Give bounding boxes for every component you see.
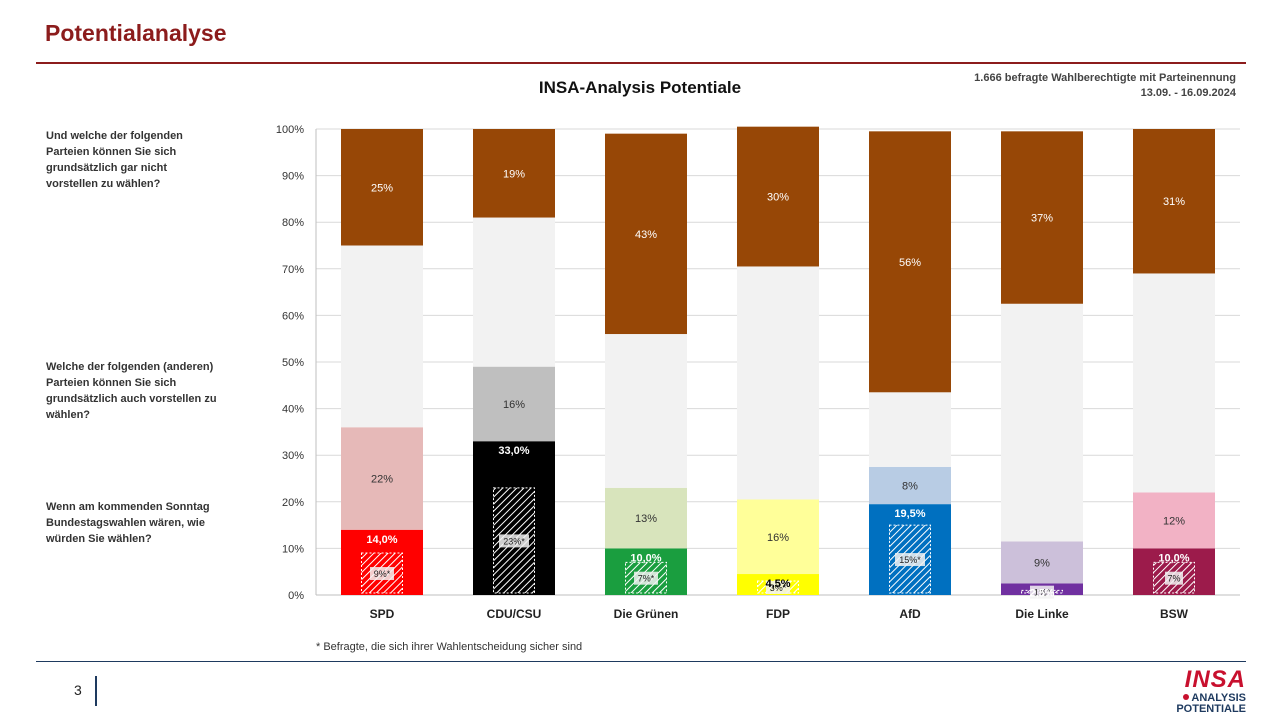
y-tick-label: 80%	[282, 217, 304, 229]
logo-dot-icon	[1183, 694, 1190, 700]
never-label: 31%	[1163, 196, 1185, 208]
potential-label: 9%	[1034, 557, 1050, 569]
x-tick-label: CDU/CSU	[487, 607, 542, 621]
logo-subtitle: ANALYSIS POTENTIALE	[1176, 692, 1246, 715]
bar-undecided	[1133, 273, 1215, 493]
y-tick-label: 10%	[282, 543, 304, 555]
potential-label: 16%	[503, 399, 525, 411]
sure-label-bg	[895, 553, 925, 567]
sure-voter-label: 23%*	[503, 536, 525, 546]
x-tick-label: SPD	[370, 607, 395, 621]
vote-label: 10,0%	[630, 552, 661, 564]
never-label: 56%	[899, 257, 921, 269]
bar-never	[737, 126, 819, 267]
footnote: * Befragte, die sich ihrer Wahlentscheid…	[316, 641, 583, 653]
survey-meta: 1.666 befragte Wahlberechtigte mit Parte…	[974, 71, 1236, 101]
potential-label: 12%	[1163, 515, 1185, 527]
y-tick-label: 50%	[282, 357, 304, 369]
vote-label: 2,5%	[1029, 587, 1054, 599]
chart-title: INSA-Analysis Potentiale	[538, 78, 742, 97]
bar-potential	[737, 499, 819, 575]
sure-voter-label: 7%*	[638, 574, 655, 584]
bar-undecided	[737, 266, 819, 500]
x-tick-label: AfD	[899, 607, 921, 621]
sure-label-bg	[634, 571, 658, 585]
x-tick-label: FDP	[766, 607, 790, 621]
bar-undecided	[341, 245, 423, 428]
insa-logo: INSA ANALYSIS POTENTIALE	[1136, 666, 1246, 715]
potential-label: 13%	[635, 513, 657, 525]
question-never: Und welche der folgenden Parteien können…	[46, 130, 183, 190]
y-tick-label: 70%	[282, 264, 304, 276]
potential-label: 22%	[371, 474, 393, 486]
bar-undecided	[869, 392, 951, 467]
bar-never	[1001, 131, 1083, 304]
vote-label: 4,5%	[765, 578, 790, 590]
bar-never	[869, 131, 951, 393]
bar-potential	[1133, 492, 1215, 549]
bar-undecided	[1001, 303, 1083, 542]
survey-sample: 1.666 befragte Wahlberechtigte mit Parte…	[974, 72, 1236, 84]
bar-never	[605, 133, 687, 335]
never-label: 30%	[767, 192, 789, 204]
never-label: 37%	[1031, 213, 1053, 225]
sure-voter-label: 7%	[1167, 574, 1180, 584]
sure-voter-label: 9%*	[374, 569, 391, 579]
sure-label-bg	[1165, 571, 1183, 585]
potential-label: 8%	[902, 480, 918, 492]
title-divider	[36, 62, 1246, 64]
bar-potential	[341, 427, 423, 530]
x-tick-label: Die Linke	[1015, 607, 1069, 621]
never-label: 43%	[635, 229, 657, 241]
page-number: 3	[74, 682, 82, 698]
question-potential: Welche der folgenden (anderen) Parteien …	[46, 361, 217, 421]
bar-potential	[605, 487, 687, 549]
page-title: Potentialanalyse	[45, 20, 227, 46]
x-tick-label: Die Grünen	[614, 607, 679, 621]
vote-label: 33,0%	[498, 445, 529, 457]
sure-voter-label: 15%*	[899, 555, 921, 565]
question-vote: Wenn am kommenden Sonntag Bundestagswahl…	[46, 501, 210, 545]
sure-label-bg	[370, 567, 394, 581]
y-tick-label: 30%	[282, 450, 304, 462]
y-tick-label: 90%	[282, 171, 304, 183]
sure-label-bg	[1030, 585, 1054, 599]
sure-voter-label: 3%*	[770, 583, 787, 593]
x-tick-label: BSW	[1160, 607, 1189, 621]
y-tick-label: 60%	[282, 310, 304, 322]
never-label: 25%	[371, 182, 393, 194]
bar-potential	[869, 466, 951, 505]
bar-potential	[1001, 541, 1083, 584]
vote-label: 14,0%	[366, 534, 397, 546]
bar-potential	[473, 366, 555, 442]
logo-wordmark: INSA	[1184, 666, 1246, 693]
bar-undecided	[473, 217, 555, 367]
sure-label-bg	[499, 534, 529, 548]
y-tick-label: 20%	[282, 497, 304, 509]
sure-voter-label: 1%*	[1034, 588, 1051, 598]
potential-label: 16%	[767, 532, 789, 544]
bar-never	[1133, 129, 1215, 274]
bar-never	[473, 129, 555, 218]
footer-divider	[36, 661, 1246, 662]
y-tick-label: 40%	[282, 404, 304, 416]
survey-period: 13.09. - 16.09.2024	[1140, 87, 1236, 99]
bar-undecided	[605, 334, 687, 488]
y-tick-label: 0%	[288, 590, 304, 602]
page-number-bar	[95, 676, 97, 706]
vote-label: 19,5%	[894, 508, 925, 520]
bar-never	[341, 129, 423, 246]
sure-label-bg	[766, 581, 790, 595]
never-label: 19%	[503, 168, 525, 180]
vote-label: 10,0%	[1158, 552, 1189, 564]
y-tick-label: 100%	[276, 124, 304, 136]
